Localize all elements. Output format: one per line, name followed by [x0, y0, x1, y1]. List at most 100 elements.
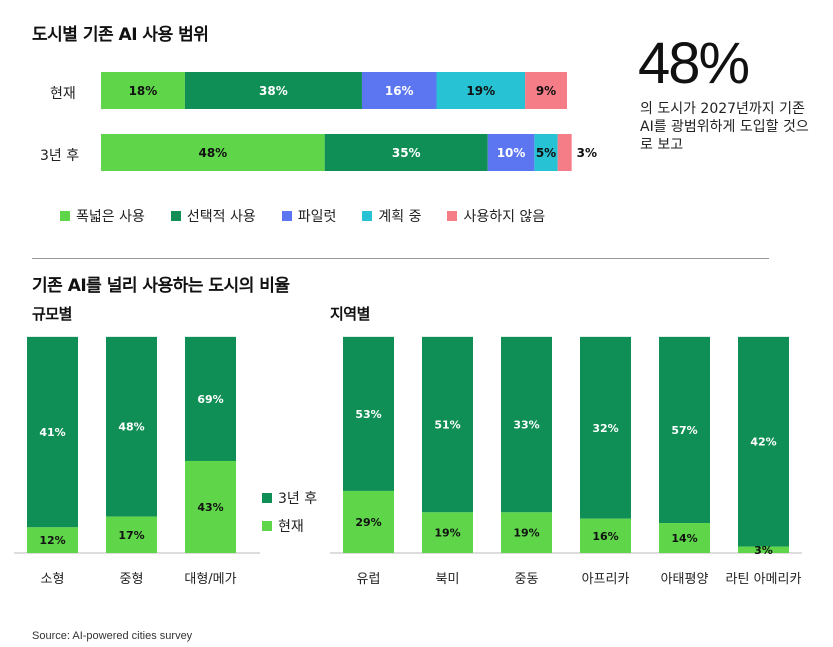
bar-current: [659, 523, 710, 553]
legend-swatch: [362, 211, 373, 221]
bar-label-current: 3%: [754, 544, 773, 557]
bar-label-current: 12%: [39, 534, 65, 547]
bar-label-current: 19%: [513, 527, 539, 540]
bar-3years: [659, 336, 710, 524]
subtitle-size: 규모별: [32, 305, 72, 323]
legend-label: 폭넓은 사용: [76, 209, 145, 225]
bar-current: [343, 490, 394, 553]
bar-current: [501, 512, 552, 553]
legend-label: 선택적 사용: [186, 209, 256, 225]
category-label: 대형/메가: [184, 572, 236, 587]
bar-label-3years: 53%: [355, 408, 381, 421]
bar-segment: [534, 134, 558, 171]
category-label: 아프리카: [582, 572, 630, 587]
legend-item-selective: 선택적 사용: [170, 206, 256, 226]
section2-title: 기존 AI를 널리 사용하는 도시의 비율: [32, 276, 290, 296]
subtitle-region: 지역별: [330, 305, 370, 323]
legend2-item-current: 현재: [262, 516, 317, 536]
bar-segment: [525, 72, 567, 109]
bar-label-current: 43%: [197, 501, 223, 514]
legend-swatch: [60, 211, 70, 221]
legend-label: 파일럿: [297, 209, 337, 225]
row-label-current: 현재: [50, 86, 76, 102]
bar-3years: [738, 336, 789, 547]
bar-label-current: 14%: [671, 532, 697, 545]
bar-3years: [27, 336, 78, 528]
row-label-3years: 3년 후: [40, 148, 80, 164]
category-label: 소형: [41, 572, 65, 587]
legend-swatch: [170, 211, 181, 221]
bar-segment: [324, 134, 488, 171]
bar-3years: [580, 336, 631, 519]
bar-label-current: 17%: [118, 529, 144, 542]
legend2: 3년 후 현재: [262, 488, 317, 536]
bar-segment: [436, 72, 526, 109]
category-label: 유럽: [357, 572, 381, 587]
legend-swatch: [262, 493, 272, 503]
bar-current: [27, 527, 78, 553]
legend-label: 사용하지 않음: [463, 209, 546, 225]
category-label: 북미: [436, 572, 460, 587]
bar-label-current: 16%: [592, 530, 618, 543]
legend-item-none: 사용하지 않음: [447, 206, 545, 226]
highlight-text: 의 도시가 2027년까지 기존 AI를 광범위하게 도입할 것으로 보고: [640, 101, 809, 153]
legend-swatch: [262, 521, 272, 531]
bar-label-3years: 57%: [671, 424, 697, 437]
bar-segment: [487, 134, 535, 171]
bar-current: [185, 460, 236, 553]
source-note: Source: AI-powered cities survey: [32, 630, 193, 642]
bar-3years: [422, 336, 473, 513]
bar-label: 19%: [466, 84, 495, 98]
bar-current: [422, 512, 473, 553]
bar-label: 3%: [577, 146, 597, 160]
highlight-value: 48%: [638, 31, 750, 96]
bar-label: 48%: [198, 146, 227, 160]
bar-label-current: 29%: [355, 516, 381, 529]
category-label: 중동: [515, 572, 539, 587]
bar-segment: [361, 72, 437, 109]
bar-3years: [501, 336, 552, 513]
bar-current: [738, 546, 789, 553]
bar-segment: [557, 134, 572, 171]
bar-segment: [184, 72, 362, 109]
bar-label-3years: 51%: [434, 419, 460, 432]
legend-item-wide: 폭넓은 사용: [60, 206, 145, 226]
section-divider: [32, 258, 769, 259]
bar-segment: [101, 72, 185, 109]
bar-label-current: 19%: [434, 527, 460, 540]
bar-segment: [101, 134, 325, 171]
legend-label: 3년 후: [278, 491, 318, 507]
legend-label: 현재: [278, 519, 304, 535]
bar-label: 18%: [129, 84, 158, 98]
bar-label: 10%: [497, 146, 526, 160]
bar-label-3years: 42%: [750, 436, 776, 449]
legend-label: 계획 중: [378, 209, 422, 225]
bar-3years: [343, 336, 394, 491]
bar-label-3years: 41%: [39, 426, 65, 439]
bar-label: 16%: [385, 84, 414, 98]
bar-label: 38%: [259, 84, 288, 98]
category-label: 라틴 아메리카: [726, 572, 802, 587]
bar-label: 9%: [536, 84, 556, 98]
bar-label-3years: 33%: [513, 419, 539, 432]
legend2-item-3years: 3년 후: [262, 488, 317, 508]
legend-item-planning: 계획 중: [362, 206, 421, 226]
bar-current: [580, 518, 631, 553]
legend-swatch: [281, 211, 292, 221]
bar-3years: [106, 336, 157, 517]
bar-label: 5%: [536, 146, 556, 160]
chart-title: 도시별 기존 AI 사용 범위: [32, 25, 209, 45]
bar-3years: [185, 336, 236, 461]
legend: 폭넓은 사용 선택적 사용 파일럿 계획 중 사용하지 않음: [60, 206, 545, 226]
bar-label: 35%: [392, 146, 421, 160]
category-label: 아태평양: [661, 572, 709, 587]
legend-item-pilot: 파일럿: [281, 206, 337, 226]
bar-label-3years: 32%: [592, 422, 618, 435]
bar-label-3years: 48%: [118, 421, 144, 434]
legend-swatch: [447, 211, 458, 221]
bar-current: [106, 516, 157, 553]
category-label: 중형: [120, 572, 144, 587]
bar-label-3years: 69%: [197, 393, 223, 406]
vertical-stacked-bar-charts: 41% 12% 소형 48% 17% 중형 69% 43% 대형/메가 53% 29% 유럽 51% 19…: [14, 336, 802, 587]
horizontal-stacked-bar-chart: 18% 38% 16% 19% 9% 48% 35% 10% 5% 3%: [101, 72, 597, 171]
